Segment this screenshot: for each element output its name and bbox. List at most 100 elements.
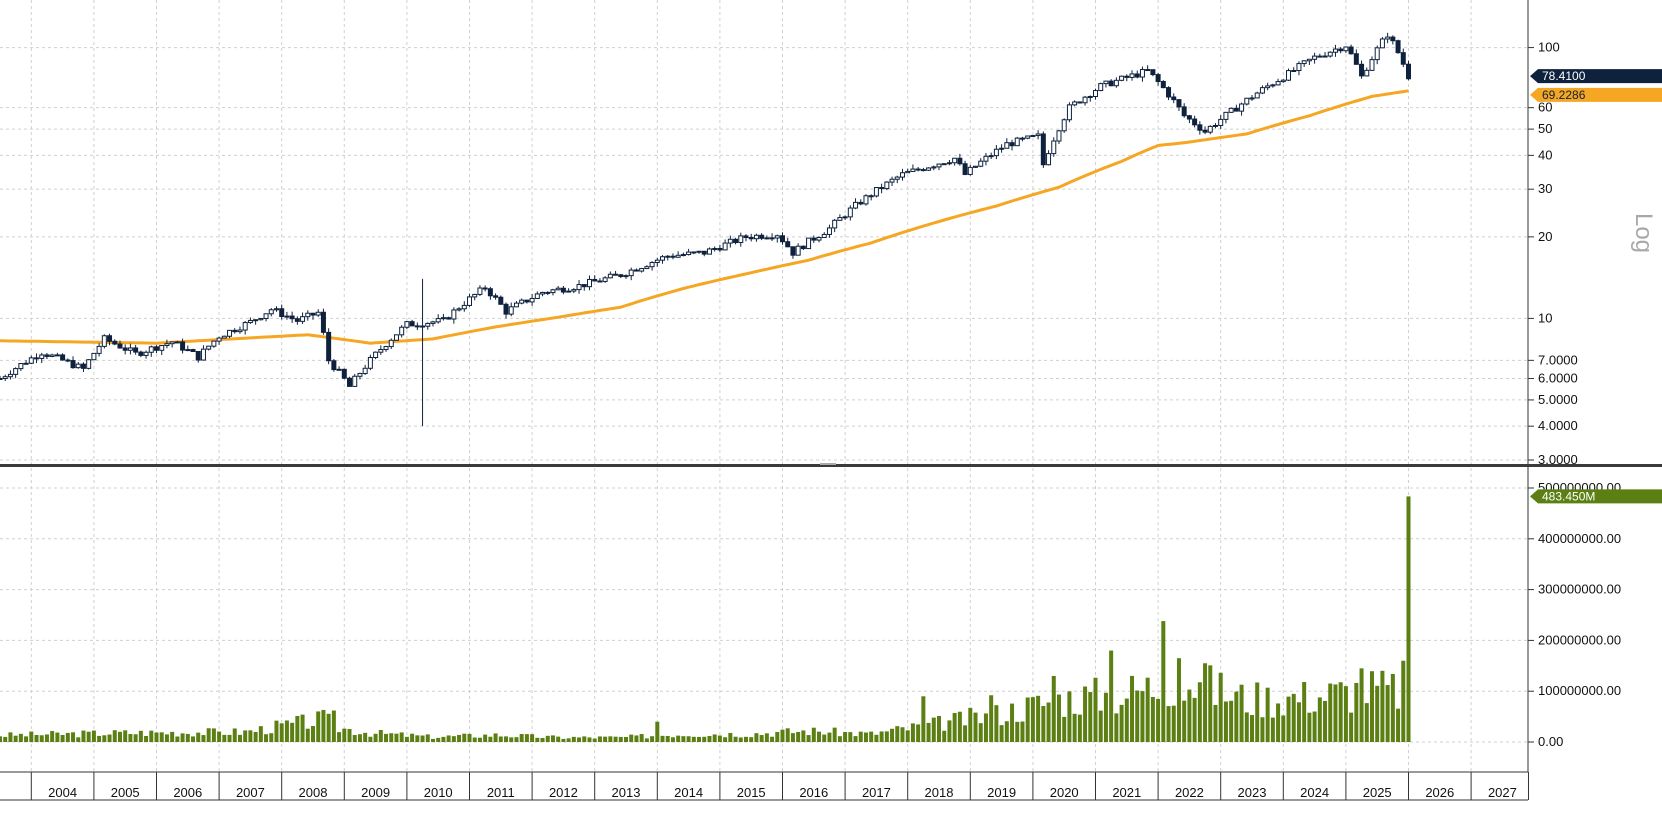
- volume-bar: [947, 720, 952, 742]
- volume-bar: [754, 733, 759, 742]
- candle: [1176, 99, 1182, 111]
- volume-bar: [764, 733, 769, 742]
- x-tick-label: 2011: [487, 785, 515, 800]
- candle: [602, 276, 608, 283]
- candle-body: [915, 168, 921, 171]
- volume-bar: [1025, 697, 1030, 742]
- candle-body: [821, 233, 827, 239]
- candle: [555, 285, 561, 291]
- x-tick-label: 2006: [173, 785, 202, 800]
- candle: [1093, 88, 1098, 100]
- candle: [1150, 69, 1156, 77]
- candle-body: [1259, 87, 1265, 94]
- volume-bar: [910, 723, 915, 742]
- candle: [467, 293, 472, 307]
- candle-body: [362, 367, 368, 375]
- candle: [999, 144, 1005, 153]
- candle-body: [993, 148, 999, 157]
- volume-bar: [50, 731, 55, 742]
- volume-bar: [707, 736, 712, 742]
- candle-body: [519, 299, 525, 304]
- candle-body: [1249, 97, 1255, 100]
- candle: [712, 246, 718, 252]
- candle-body: [425, 322, 431, 327]
- volume-bar: [1030, 697, 1035, 742]
- volume-bar: [733, 736, 738, 742]
- candle-body: [1056, 130, 1062, 142]
- volume-bar: [1234, 691, 1239, 742]
- candle-body: [931, 166, 937, 169]
- volume-bar: [1192, 697, 1197, 742]
- candle-body: [148, 346, 154, 353]
- candle: [613, 270, 619, 276]
- candle-body: [967, 166, 973, 175]
- candle-body: [336, 368, 342, 371]
- volume-bar: [931, 717, 936, 742]
- candle: [357, 372, 363, 380]
- candle-body: [1390, 36, 1396, 42]
- candle: [1113, 77, 1119, 88]
- volume-bar: [274, 720, 279, 742]
- volume-bar: [796, 731, 801, 742]
- candle-body: [774, 235, 780, 239]
- volume-bar: [587, 737, 592, 742]
- volume-bar: [770, 736, 775, 742]
- candle-body: [305, 312, 311, 318]
- candle-body: [1113, 79, 1119, 87]
- volume-bar: [410, 733, 415, 742]
- candle-body: [1014, 137, 1020, 147]
- candle: [1192, 115, 1198, 128]
- volume-bar: [686, 736, 691, 742]
- candle: [847, 205, 853, 221]
- volume-bar: [352, 735, 357, 742]
- volume-bar: [723, 737, 728, 742]
- candle-body: [712, 247, 718, 250]
- volume-bar: [592, 738, 597, 742]
- x-tick-label: 2014: [674, 785, 703, 800]
- candle-body: [1275, 81, 1281, 86]
- x-tick-label: 2022: [1175, 785, 1204, 800]
- candle: [1369, 56, 1375, 71]
- axis-layer: 2004 2005 2006 2007 2008 2009 2010 2011 2012 2013…: [0, 0, 1662, 801]
- volume-bar: [905, 730, 910, 742]
- candle: [753, 233, 759, 242]
- candle-body: [654, 259, 660, 264]
- last-volume-tag: 483.450M: [1530, 489, 1662, 504]
- candle-body: [665, 255, 671, 258]
- volume-bar: [128, 734, 133, 742]
- candle: [946, 159, 952, 166]
- candle-body: [1004, 142, 1010, 149]
- candle: [1035, 130, 1041, 140]
- volume-bar: [196, 732, 201, 742]
- candle: [60, 353, 66, 361]
- x-tick-label: 2007: [236, 785, 265, 800]
- candle-body: [920, 169, 926, 172]
- candle: [759, 233, 765, 241]
- volume-bar: [347, 728, 352, 742]
- volume-bar: [71, 732, 76, 742]
- candle-body: [1359, 63, 1365, 77]
- volume-bar: [1213, 704, 1218, 742]
- volume-bar: [837, 736, 842, 742]
- volume-bar: [691, 736, 696, 742]
- volume-bar: [890, 728, 895, 742]
- candle: [23, 360, 29, 365]
- volume-bar: [123, 730, 128, 742]
- volume-bar: [451, 736, 456, 742]
- volume-bar: [775, 732, 780, 742]
- candle-body: [1035, 133, 1041, 137]
- volume-bar: [759, 735, 764, 742]
- candle-body: [623, 275, 629, 278]
- candle-body: [1186, 115, 1192, 120]
- volume-bar: [916, 724, 921, 742]
- candle-body: [18, 363, 24, 370]
- candle: [367, 354, 373, 371]
- candle: [1072, 100, 1078, 107]
- candle-body: [1364, 69, 1370, 77]
- volume-bar: [258, 726, 263, 742]
- volume-bar: [665, 735, 670, 742]
- candle: [1270, 83, 1276, 88]
- volume-bar: [1385, 685, 1390, 742]
- candle-body: [393, 334, 399, 341]
- x-tick-label: 2025: [1363, 785, 1392, 800]
